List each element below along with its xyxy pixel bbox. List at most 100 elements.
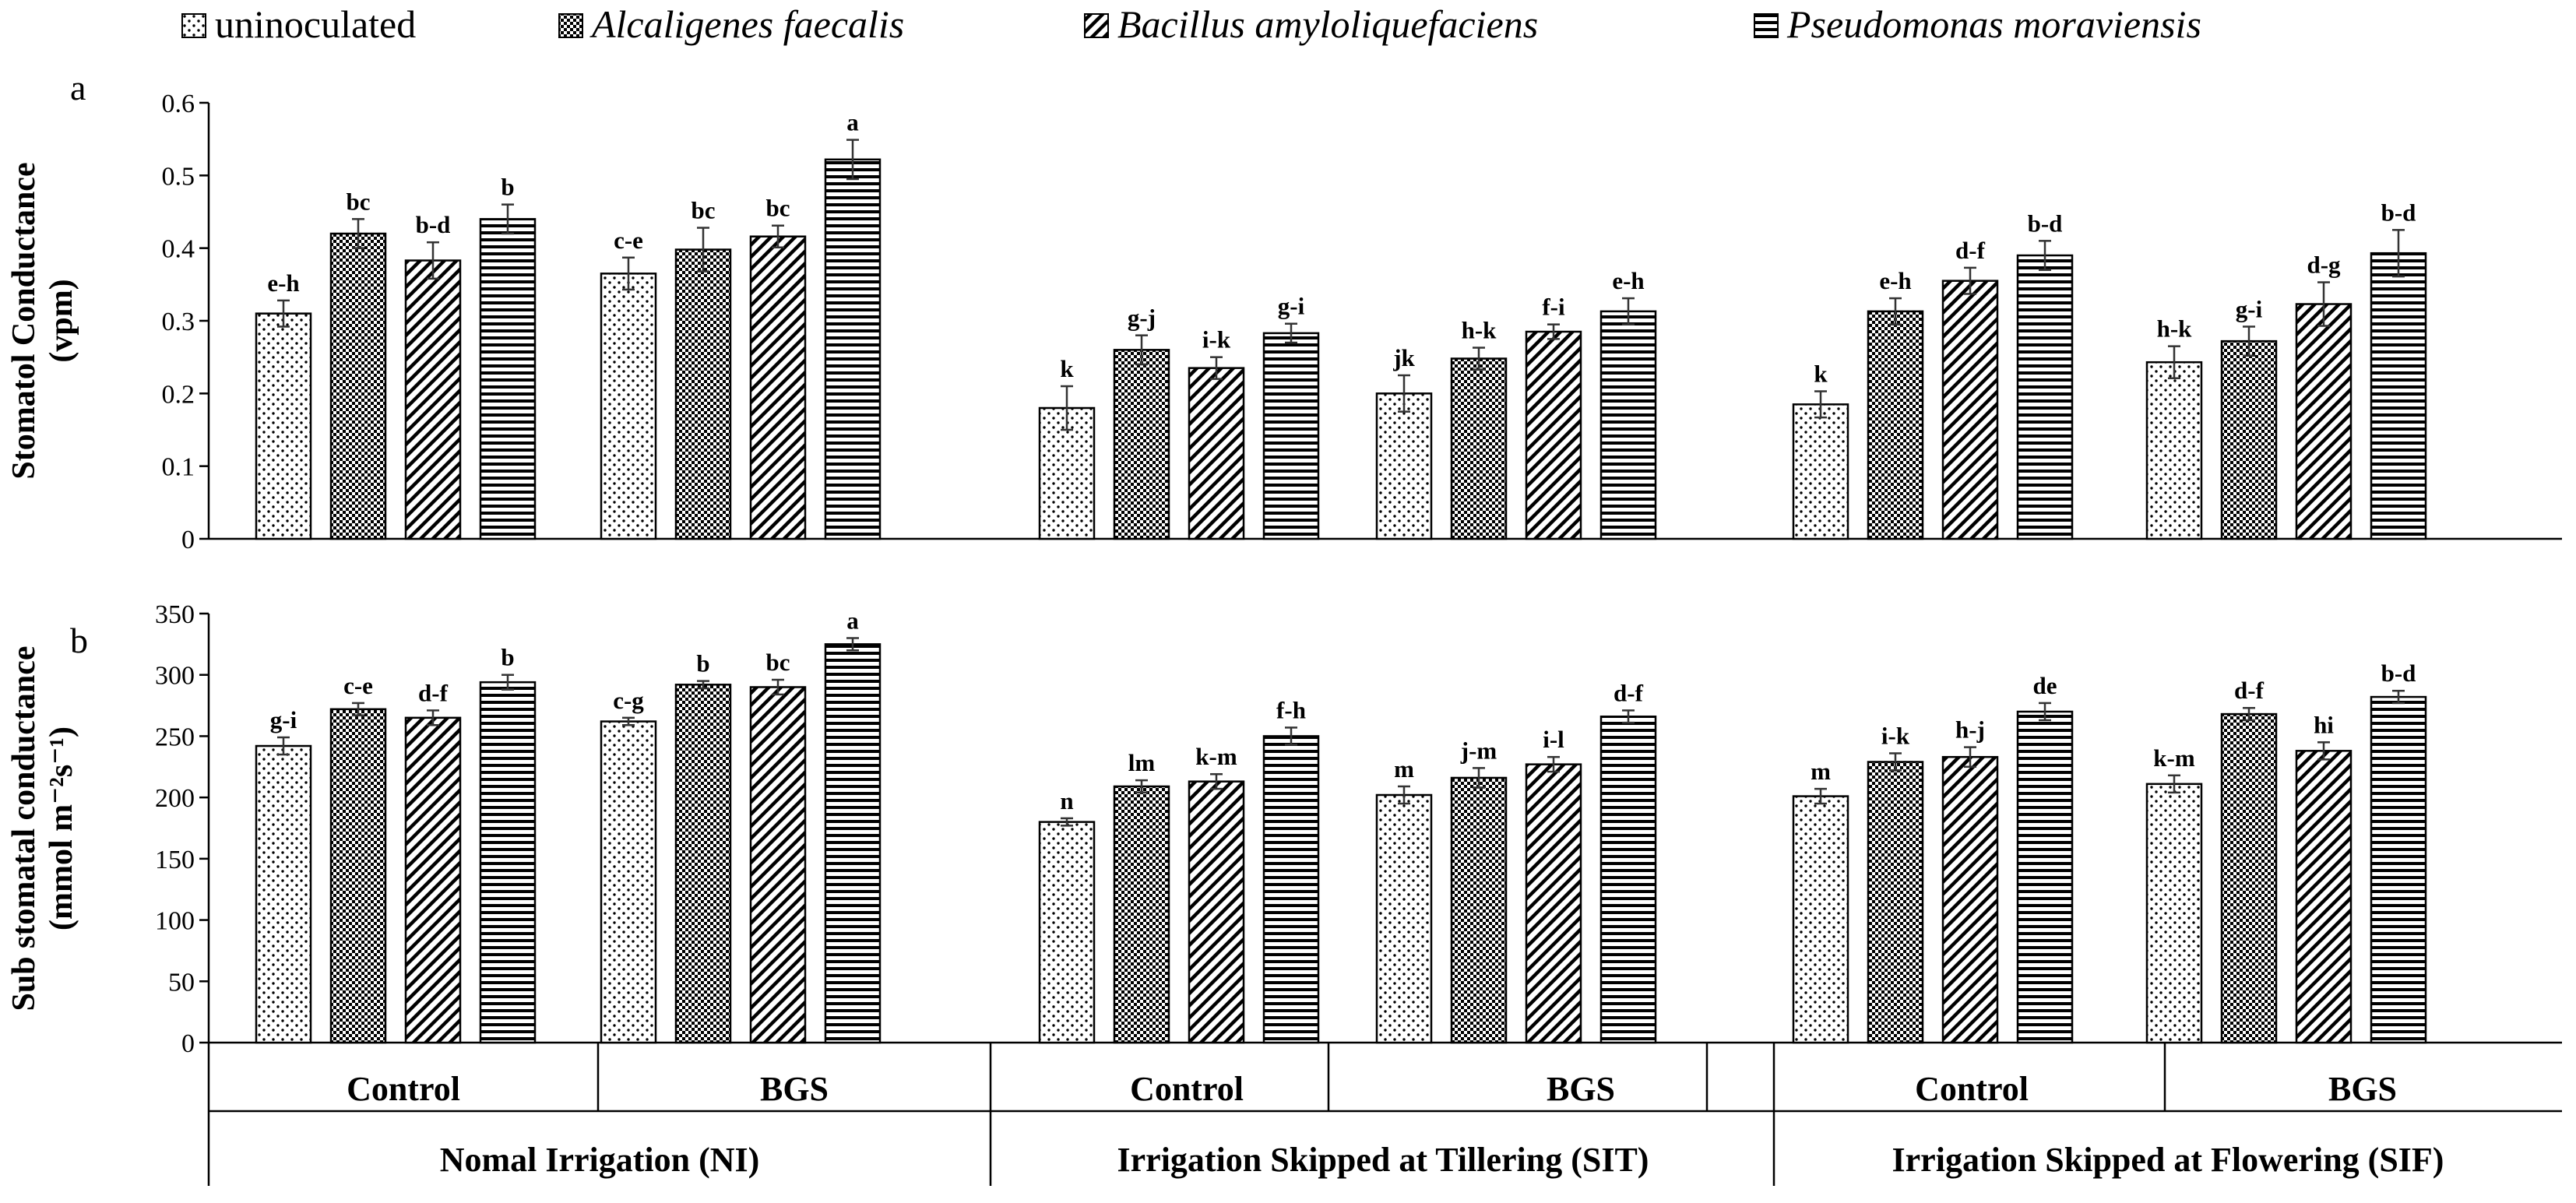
x-subgroup-label: BGS: [760, 1070, 829, 1108]
bar: [1941, 755, 1999, 1044]
error-bar: [1061, 385, 1073, 431]
bar: [1525, 763, 1582, 1044]
bar: [749, 686, 807, 1044]
panels: a Stomatol Conductance(vpm) 0 0.1 0.2 0.3 0.4 0…: [6, 68, 2562, 1058]
panel-label: a: [70, 68, 86, 107]
chart-panel-a: a Stomatol Conductance(vpm) 0 0.1 0.2 0.3 0.4 0…: [6, 68, 2562, 554]
bar: [255, 744, 312, 1044]
y-tick-label: 250: [155, 723, 195, 751]
bar: [329, 708, 387, 1044]
error-bar: [2392, 689, 2405, 705]
bar: [824, 158, 882, 540]
bar: [1038, 821, 1096, 1044]
error-bar: [2039, 702, 2051, 722]
error-bar: [277, 299, 290, 328]
error-bar: [622, 716, 635, 726]
significance-letter: i-k: [1881, 722, 1910, 749]
significance-letter: b-d: [2381, 199, 2416, 226]
legend-item: uninoculated: [181, 2, 416, 46]
y-tick-label: 0: [181, 1029, 195, 1058]
error-bar: [1135, 334, 1148, 366]
significance-letter: i-k: [1202, 326, 1231, 354]
error-bar: [352, 702, 364, 716]
bar: [2016, 710, 2074, 1044]
bar: [329, 232, 387, 540]
significance-letter: k-m: [1195, 743, 1237, 770]
panel-label: b: [70, 621, 88, 660]
y-tick-label: 0.6: [162, 90, 195, 118]
legend-item: Alcaligenes faecalis: [558, 2, 904, 46]
x-subgroup-label: Control: [347, 1070, 460, 1108]
significance-letter: n: [1060, 787, 1073, 814]
bar: [1262, 735, 1320, 1044]
bar: [2295, 750, 2353, 1044]
significance-letter: b: [696, 650, 709, 677]
error-bar: [352, 218, 364, 249]
error-bar: [2317, 281, 2330, 327]
significance-letter: m: [1394, 755, 1414, 783]
legend-item: Pseudomonas moraviensis: [1754, 2, 2201, 46]
bar: [1188, 367, 1245, 540]
y-tick-label: 0: [181, 526, 195, 554]
error-bar: [1473, 767, 1485, 789]
error-bar: [1622, 709, 1635, 724]
significance-letter: b: [501, 644, 514, 671]
y-tick-label: 200: [155, 784, 195, 813]
bar: [600, 720, 657, 1044]
bar: [2370, 695, 2427, 1044]
bar: [255, 312, 312, 540]
error-bar: [772, 224, 784, 248]
error-bar: [1964, 746, 1976, 769]
legend: uninoculated Alcaligenes faecalis Bacillus…: [181, 2, 2201, 46]
significance-letter: f-i: [1542, 294, 1565, 321]
significance-letter: b-d: [2028, 209, 2063, 237]
x-subgroup-label: Control: [1915, 1070, 2029, 1108]
legend-swatch: [1754, 13, 1779, 38]
bar: [2145, 783, 2203, 1044]
bar: [2370, 252, 2427, 540]
bar: [479, 681, 537, 1044]
error-bar: [1285, 322, 1297, 344]
y-tick-label: 300: [155, 662, 195, 691]
bar: [1941, 280, 1999, 540]
significance-letter: g-i: [270, 706, 297, 733]
legend-swatch: [181, 13, 206, 38]
error-bar: [2317, 741, 2330, 761]
y-tick-label: 100: [155, 907, 195, 936]
bar: [1867, 761, 1924, 1044]
error-bar: [1547, 755, 1560, 773]
error-bar: [622, 256, 635, 291]
error-bar: [772, 678, 784, 696]
error-bar: [2168, 774, 2180, 794]
legend-swatch: [1084, 13, 1109, 38]
error-bar: [1814, 390, 1827, 419]
error-bar: [1398, 374, 1410, 413]
error-bar: [846, 139, 859, 181]
y-tick-label: 350: [155, 600, 195, 629]
significance-letter: g-j: [1128, 304, 1156, 332]
bar: [1525, 330, 1582, 540]
significance-letter: g-i: [1278, 293, 1305, 320]
legend-label: Pseudomonas moraviensis: [1786, 2, 2201, 46]
x-subgroup-label: Control: [1130, 1070, 1244, 1108]
significance-letter: e-h: [267, 269, 299, 297]
bar: [1188, 780, 1245, 1044]
bar: [674, 248, 732, 540]
error-bar: [846, 637, 859, 652]
bar: [1375, 392, 1433, 540]
bar: [749, 235, 807, 540]
significance-letter: h-j: [1955, 716, 1985, 744]
significance-letter: k-m: [2153, 744, 2195, 772]
bar: [479, 218, 537, 540]
error-bar: [697, 680, 709, 690]
significance-letter: bc: [766, 649, 790, 676]
error-bar: [501, 674, 514, 691]
significance-letter: jk: [1392, 344, 1415, 371]
x-group-label: Irrigation Skipped at Tillering (SIT): [1117, 1141, 1649, 1179]
error-bar: [1547, 323, 1560, 340]
significance-letter: j-m: [1460, 737, 1497, 764]
error-bar: [2243, 706, 2255, 722]
y-axis-label: Sub stomatal conductance(mmol m⁻²s⁻¹): [6, 645, 79, 1011]
bar: [1450, 776, 1508, 1044]
